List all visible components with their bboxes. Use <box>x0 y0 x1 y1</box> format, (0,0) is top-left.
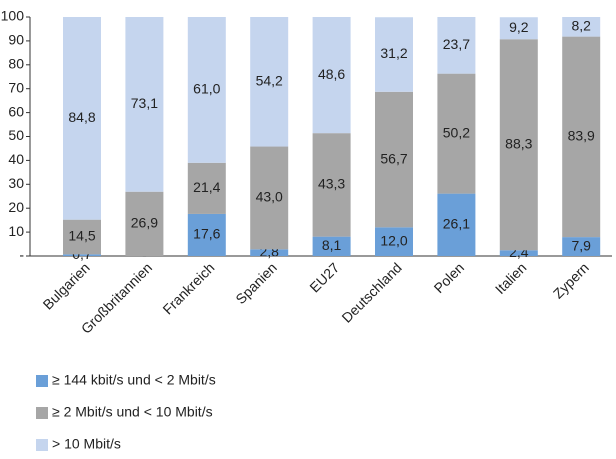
value-label: 73,1 <box>131 95 158 111</box>
value-label: 26,9 <box>131 215 158 231</box>
bar-segment <box>437 17 476 74</box>
legend-swatch <box>36 439 48 451</box>
value-label: 56,7 <box>380 150 407 166</box>
value-label: 43,3 <box>318 176 345 192</box>
y-tick-label: 70 <box>8 79 24 95</box>
x-tick-label: Frankreich <box>159 259 217 317</box>
y-tick-label: 80 <box>8 56 24 72</box>
bar-segment <box>125 17 164 192</box>
bar-segment <box>187 17 226 163</box>
value-label: 54,2 <box>256 72 283 88</box>
value-label: 83,9 <box>568 128 595 144</box>
legend-swatch <box>36 375 48 387</box>
y-tick-label: 100 <box>1 8 25 24</box>
legend-swatch <box>36 407 48 419</box>
value-label: 61,0 <box>193 81 220 97</box>
bar-segment <box>250 249 289 256</box>
value-label: 17,6 <box>193 226 220 242</box>
y-tick-label: 20 <box>8 199 24 215</box>
value-label: 50,2 <box>443 124 470 140</box>
value-label: 8,1 <box>322 237 342 253</box>
value-label: 21,4 <box>193 179 220 195</box>
bar-segment <box>375 91 413 228</box>
bar-segment <box>125 191 164 256</box>
bar-segment <box>312 236 351 256</box>
bar-segment <box>63 219 101 255</box>
bar-segment <box>250 17 289 147</box>
y-tick-label: 30 <box>8 175 24 191</box>
y-tick-label: 90 <box>8 32 24 48</box>
value-label: 8,2 <box>571 18 591 34</box>
legend-label: ≥ 144 kbit/s und < 2 Mbit/s <box>52 372 216 388</box>
value-label: 9,2 <box>509 19 529 35</box>
bar-segment <box>312 133 351 237</box>
value-label: 23,7 <box>443 36 470 52</box>
value-label: 7,9 <box>571 237 591 253</box>
value-label: 48,6 <box>318 66 345 82</box>
value-label: 14,5 <box>68 228 95 244</box>
x-tick-label: Bulgarien <box>40 259 93 312</box>
x-tick-label: Deutschland <box>338 259 404 325</box>
bar-segment <box>437 73 476 194</box>
legend-label: ≥ 2 Mbit/s und < 10 Mbit/s <box>52 404 213 420</box>
x-tick-label: Spanien <box>232 259 280 307</box>
bar-segment <box>187 213 226 256</box>
bar-segment <box>375 227 413 256</box>
value-label: 84,8 <box>68 109 95 125</box>
bar-segment <box>250 146 289 250</box>
legend-label: > 10 Mbit/s <box>52 436 121 452</box>
y-tick-label: 50 <box>8 127 24 143</box>
x-tick-label: Polen <box>431 259 468 296</box>
value-label: 12,0 <box>380 232 407 248</box>
y-tick-label: 60 <box>8 103 24 119</box>
bar-segment <box>312 17 351 134</box>
value-label: 88,3 <box>505 135 532 151</box>
x-tick-label: Zypern <box>550 259 592 301</box>
bar-segment <box>499 39 538 251</box>
bar-segment <box>562 36 601 238</box>
x-tick-label: EU27 <box>306 259 342 295</box>
y-tick-label: 40 <box>8 151 24 167</box>
bar-segment <box>499 250 538 256</box>
x-tick-label: Italien <box>492 259 530 297</box>
bar-segment <box>63 17 101 220</box>
bar-segment <box>437 193 476 256</box>
value-label: 31,2 <box>380 45 407 61</box>
value-label: 43,0 <box>256 189 283 205</box>
bar-segment <box>562 237 601 256</box>
y-tick-label: - <box>19 247 24 263</box>
bar-segment <box>375 17 413 92</box>
bar-segment <box>187 162 226 214</box>
y-tick-label: 10 <box>8 223 24 239</box>
bar-segment <box>562 17 601 37</box>
bar-segment <box>499 17 538 40</box>
value-label: 26,1 <box>443 216 470 232</box>
bar-segment <box>63 254 101 256</box>
